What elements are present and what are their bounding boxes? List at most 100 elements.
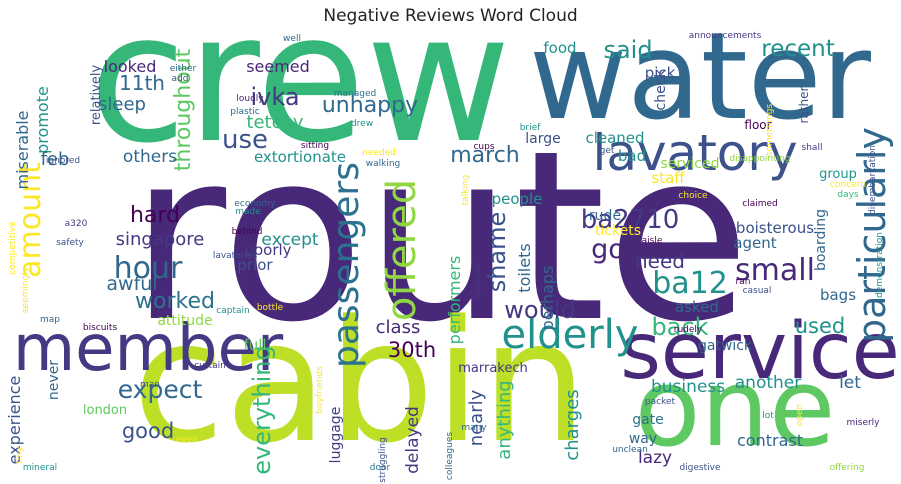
word-managed: managed xyxy=(334,89,376,99)
word-demonstration: demonstration xyxy=(875,232,885,298)
word-experience: experience xyxy=(5,376,24,465)
word-route: route xyxy=(130,101,751,374)
word-service: service xyxy=(620,307,899,397)
word-get: get xyxy=(600,146,615,156)
word-claimed: claimed xyxy=(742,199,777,209)
word-hour: hour xyxy=(114,251,183,286)
word-captain: captain xyxy=(216,306,249,316)
word-marrakech: marrakech xyxy=(458,361,528,376)
word-needed: needed xyxy=(362,148,396,158)
word-asked: asked xyxy=(675,298,719,316)
word-map: map xyxy=(40,315,60,325)
word-even: even xyxy=(176,435,198,445)
word-a320: a320 xyxy=(65,219,88,229)
word-used: used xyxy=(795,314,846,338)
word-tetchy: tetchy xyxy=(246,112,303,133)
word-cabin: cabin xyxy=(132,284,587,480)
word-people: people xyxy=(492,190,543,208)
word-prior: prior xyxy=(237,256,273,274)
word-good: good xyxy=(122,419,174,443)
word-seemingly: seemingly xyxy=(21,266,31,313)
word-unclean: unclean xyxy=(612,445,648,455)
word-boisterous: boisterous xyxy=(736,219,814,237)
word-rude: rude xyxy=(589,208,621,224)
word-poorly: poorly xyxy=(244,241,291,259)
word-lavatory: lavatory xyxy=(592,124,797,182)
word-lavatories: lavatories xyxy=(213,251,258,261)
word-water: water xyxy=(529,8,872,147)
word-offered: offered xyxy=(379,179,425,321)
word-ba2710: ba2710 xyxy=(581,205,680,235)
word-large: large xyxy=(525,131,560,147)
word-man: man xyxy=(140,380,160,390)
word-business: business xyxy=(651,377,725,397)
word-aisle: aisle xyxy=(642,236,663,246)
word-promote: promote xyxy=(33,86,52,154)
word-pick: pick xyxy=(645,64,676,82)
word-expect: expect xyxy=(118,375,203,404)
word-struggling: struggling xyxy=(378,437,388,482)
word-cups: cups xyxy=(473,142,494,152)
word-member: member xyxy=(13,312,284,386)
word-digestive: digestive xyxy=(679,463,721,473)
word-well: well xyxy=(283,34,301,44)
word-talking: talking xyxy=(461,175,471,206)
word-sitting: sitting xyxy=(301,141,329,151)
word-nearly: nearly xyxy=(466,389,487,446)
word-door: door xyxy=(370,463,391,473)
word-open: open xyxy=(795,404,805,426)
word-let: let xyxy=(839,373,861,393)
word-gate: gate xyxy=(632,412,664,428)
word-another: another xyxy=(735,373,801,393)
word-london: london xyxy=(83,403,127,418)
word-approach: approach xyxy=(473,257,483,299)
word-floor: floor xyxy=(744,118,771,132)
word-made: made xyxy=(235,207,261,217)
word-full: full xyxy=(243,336,266,354)
word-awful: awful xyxy=(106,273,157,295)
word-curtain: curtain xyxy=(194,361,226,371)
word-offering: offering xyxy=(830,463,865,473)
word-never: never xyxy=(46,360,62,400)
word-seemed: seemed xyxy=(246,57,310,76)
word-everything: everything xyxy=(248,345,276,475)
word-lazy: lazy xyxy=(638,448,672,468)
word-go: go xyxy=(591,234,625,265)
word-11th: 11th xyxy=(119,71,165,95)
word-30th: 30th xyxy=(388,338,436,362)
word-sleep: sleep xyxy=(98,94,146,115)
word-contrast: contrast xyxy=(737,431,803,450)
word-delayed: delayed xyxy=(403,406,423,474)
word-ran: ran xyxy=(736,277,751,287)
word-rudely: rudely xyxy=(674,325,703,335)
word-class: class xyxy=(376,317,421,338)
word-singapore: singapore xyxy=(116,229,205,250)
word-one: one xyxy=(635,346,836,471)
word-behind: behind xyxy=(232,227,263,237)
word-ba12: ba12 xyxy=(652,266,728,301)
word-tiny: tiny xyxy=(15,446,25,464)
word-many: many xyxy=(461,423,487,433)
word-throughout: throughout xyxy=(171,48,196,171)
word-perhaps: perhaps xyxy=(538,266,557,331)
word-bottle: bottle xyxy=(257,303,284,313)
word-elderly: elderly xyxy=(502,312,639,358)
word-feb: feb xyxy=(41,149,70,170)
word-miserly: miserly xyxy=(846,418,880,428)
word-add: add xyxy=(172,74,189,84)
word-disembarkation: disembarkation xyxy=(868,145,878,215)
word-safety: safety xyxy=(56,238,84,248)
word-small: small xyxy=(735,253,815,288)
word-agent: agent xyxy=(733,234,776,252)
word-competitive: competitive xyxy=(8,221,18,275)
word-serviced: serviced xyxy=(660,156,719,172)
word-mineral: mineral xyxy=(23,463,57,473)
word-anything: anything xyxy=(494,380,515,459)
word-relatively: relatively xyxy=(89,65,104,126)
word-drew: drew xyxy=(351,119,373,129)
word-bad: bad xyxy=(618,147,646,165)
word-extortionate: extortionate xyxy=(254,148,346,166)
word-amount: amount xyxy=(13,162,48,278)
word-charges: charges xyxy=(562,389,583,460)
